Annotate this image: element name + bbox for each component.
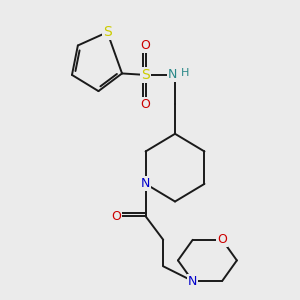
Text: S: S — [103, 25, 112, 39]
Text: N: N — [188, 274, 197, 287]
Text: N: N — [167, 68, 177, 81]
Text: N: N — [141, 177, 150, 190]
Text: O: O — [217, 233, 227, 246]
Text: O: O — [111, 210, 121, 223]
Text: O: O — [141, 39, 151, 52]
Text: O: O — [141, 98, 151, 111]
Text: S: S — [141, 68, 150, 82]
Text: H: H — [181, 68, 190, 78]
